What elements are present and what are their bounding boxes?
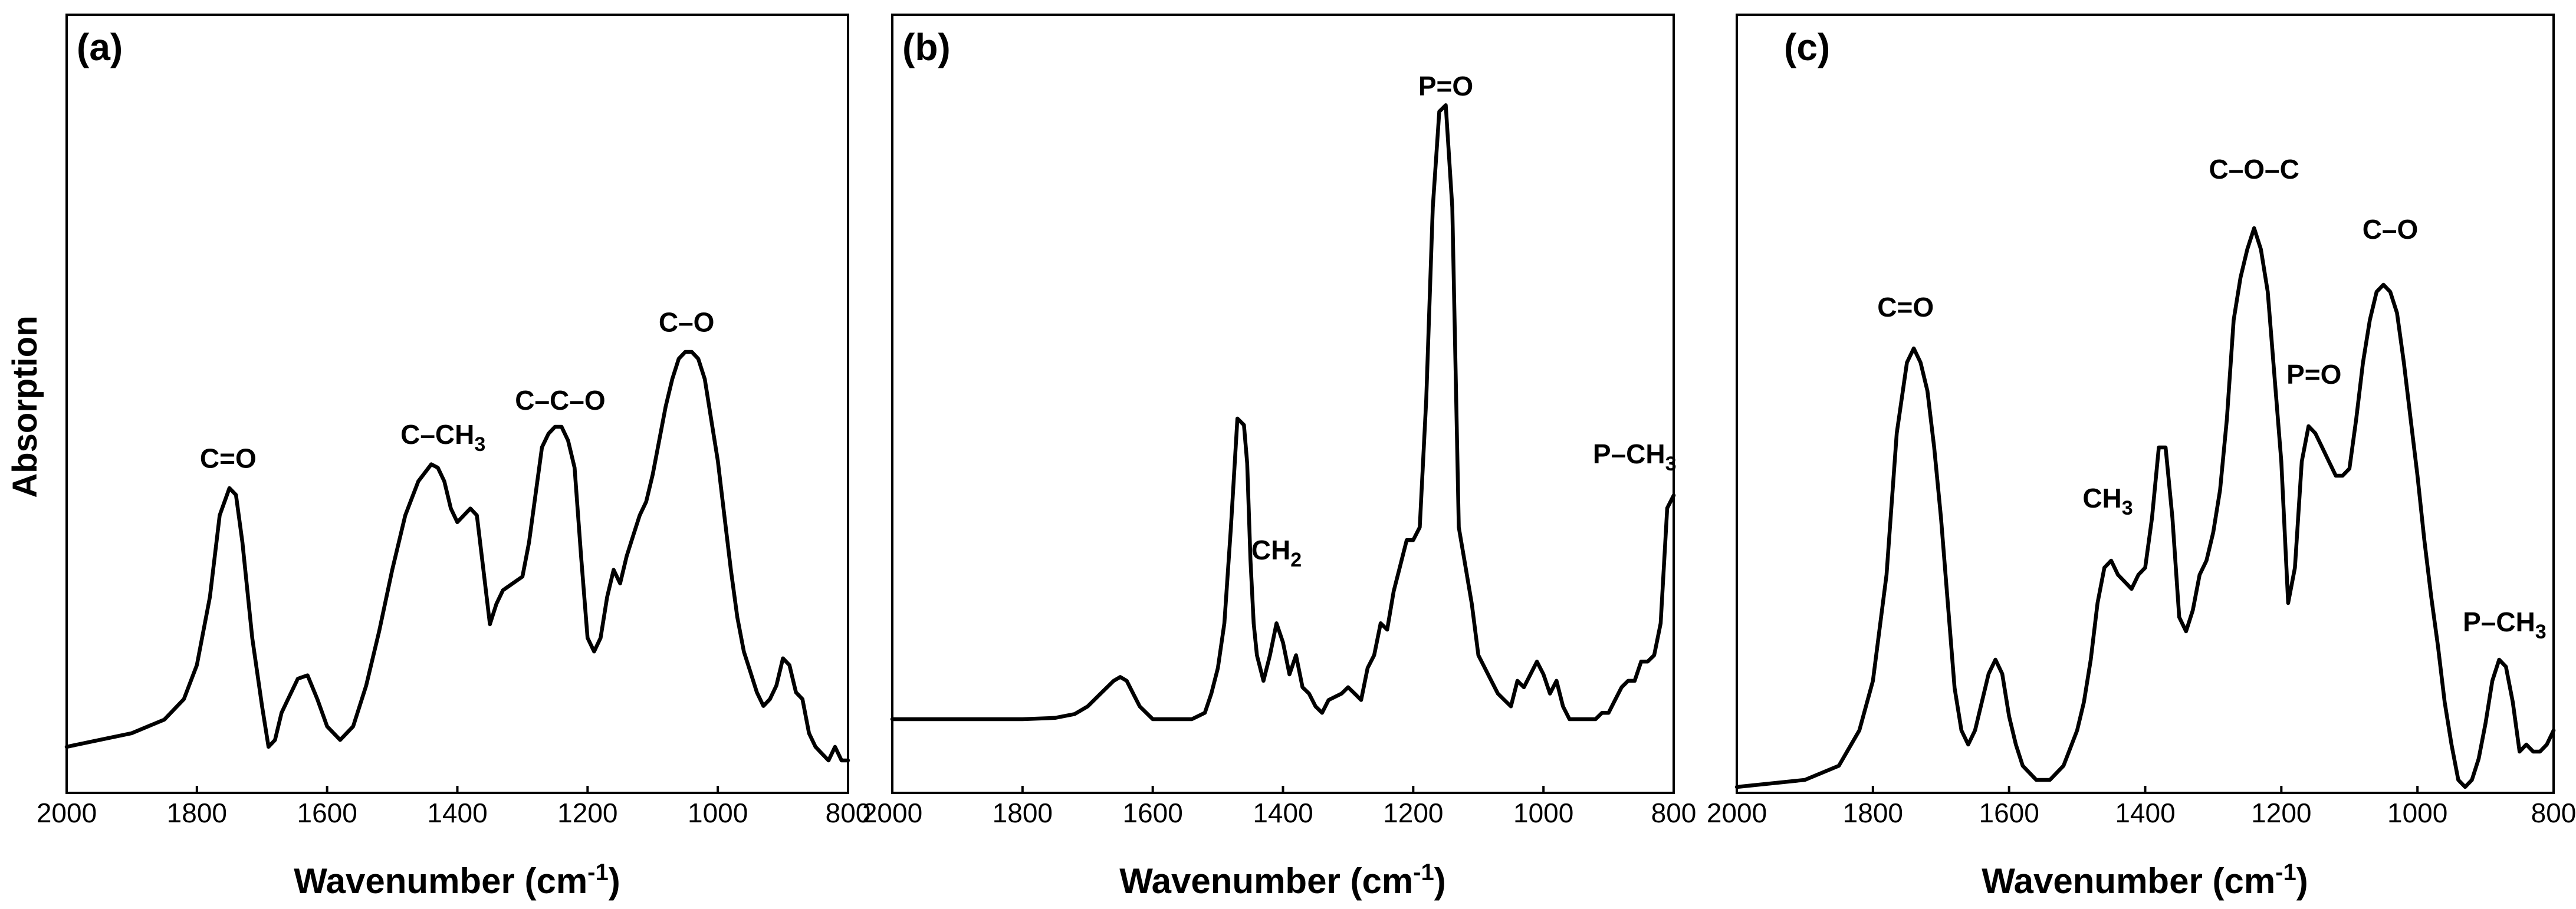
- x-axis-label-sup: -1: [1413, 859, 1434, 885]
- x-tick-label: 1800: [993, 798, 1053, 828]
- peak-label-sub: 3: [474, 433, 485, 456]
- y-axis-label: Absorption: [6, 315, 44, 498]
- plot-frame: [65, 14, 849, 794]
- x-axis-label-main: Wavenumber (cm: [1119, 861, 1413, 901]
- x-tick-label: 1600: [297, 798, 357, 828]
- peak-label: CH2: [1251, 535, 1302, 571]
- plot-frame: [1736, 14, 2555, 794]
- x-tick-label: 1000: [2387, 798, 2447, 828]
- x-tick-label: 1200: [1383, 798, 1443, 828]
- x-tick-label: 2000: [1707, 798, 1767, 828]
- peak-label-sub: 3: [1665, 453, 1677, 475]
- x-axis-ticks: 2000 1800 1600 1400 1200 1000 800: [1707, 786, 2576, 828]
- x-tick-label: 1000: [1513, 798, 1573, 828]
- panel-a: (a) 2000 1800 1600 1400 1200 1000 800 C=O C–CH3…: [37, 14, 871, 901]
- peak-label: C=O: [200, 443, 257, 473]
- x-tick-label: 1800: [1843, 798, 1903, 828]
- plot-frame: [891, 14, 1675, 794]
- peak-label: C–O–C: [2209, 154, 2299, 185]
- peak-label: C=O: [1877, 292, 1934, 322]
- x-tick-label: 1000: [688, 798, 748, 828]
- x-axis-label-sup: -1: [2275, 859, 2296, 885]
- peak-label-main: P–CH: [2463, 607, 2535, 637]
- peak-label-sub: 3: [2122, 497, 2133, 519]
- x-tick-label: 800: [826, 798, 871, 828]
- panel-b: (b) 2000 1800 1600 1400 1200 1000 800 CH2 P=O P–…: [862, 14, 1697, 901]
- x-axis-label-end: ): [609, 861, 620, 901]
- panel-label: (b): [902, 26, 951, 68]
- x-axis-label-sup: -1: [587, 859, 609, 885]
- peak-label: CH3: [2082, 483, 2133, 519]
- peak-label-main: C–O: [2363, 214, 2419, 245]
- peak-annotations: CH2 P=O P–CH3: [1251, 71, 1677, 571]
- x-axis-label: Wavenumber (cm-1): [1982, 859, 2308, 901]
- x-tick-label: 1200: [557, 798, 617, 828]
- peak-label-main: C–O–C: [2209, 154, 2299, 185]
- x-tick-label: 1400: [427, 798, 487, 828]
- panel-c: (c) 2000 1800 1600 1400 1200 1000 800 C=OCH3C–…: [1707, 14, 2576, 901]
- panel-label: (c): [1784, 26, 1830, 68]
- peak-label: P=O: [2286, 359, 2341, 390]
- x-axis-ticks: 2000 1800 1600 1400 1200 1000 800: [37, 786, 871, 828]
- peak-label-main: C=O: [200, 443, 257, 473]
- peak-label: C–O: [659, 307, 715, 337]
- peak-label: P–CH3: [2463, 607, 2547, 643]
- peak-label-main: CH: [2082, 483, 2121, 513]
- x-tick-label: 2000: [862, 798, 922, 828]
- peak-label: C–O: [2363, 214, 2419, 245]
- peak-label-sub: 2: [1290, 549, 1302, 571]
- x-axis-label-end: ): [2296, 861, 2308, 901]
- x-axis-label-main: Wavenumber (cm: [294, 861, 587, 901]
- peak-label-main: C–O: [659, 307, 715, 337]
- x-axis-label-main: Wavenumber (cm: [1982, 861, 2275, 901]
- x-tick-label: 800: [1651, 798, 1697, 828]
- x-tick-label: 2000: [37, 798, 97, 828]
- x-tick-label: 1800: [167, 798, 227, 828]
- peak-label-main: C=O: [1877, 292, 1934, 322]
- x-tick-label: 1200: [2251, 798, 2311, 828]
- peak-label-sub: 3: [2535, 621, 2547, 643]
- peak-label: C–CH3: [400, 419, 485, 456]
- peak-label: P–CH3: [1593, 439, 1677, 475]
- x-tick-label: 1600: [1122, 798, 1182, 828]
- peak-label: P=O: [1418, 71, 1473, 101]
- peak-annotations: C=O C–CH3 C–C–O C–O: [200, 307, 715, 473]
- peak-label: C–C–O: [515, 385, 605, 416]
- x-tick-label: 1400: [1253, 798, 1313, 828]
- peak-label-main: C–C–O: [515, 385, 605, 416]
- x-tick-label: 800: [2531, 798, 2576, 828]
- spectrum-line-(c): [1734, 226, 2556, 789]
- x-axis-label-end: ): [1434, 861, 1446, 901]
- x-tick-label: 1600: [1979, 798, 2039, 828]
- peak-label-main: P=O: [1418, 71, 1473, 101]
- spectrum-line-(a): [64, 350, 850, 763]
- panel-label: (a): [77, 26, 123, 68]
- peak-label-main: P–CH: [1593, 439, 1665, 469]
- peak-label-main: CH: [1251, 535, 1290, 565]
- peak-label-main: P=O: [2286, 359, 2341, 390]
- spectrum-line-(b): [890, 103, 1676, 722]
- x-axis-ticks: 2000 1800 1600 1400 1200 1000 800: [862, 786, 1697, 828]
- peak-label-main: C–CH: [400, 419, 474, 450]
- x-tick-label: 1400: [2115, 798, 2175, 828]
- x-axis-label: Wavenumber (cm-1): [1119, 859, 1445, 901]
- x-axis-label: Wavenumber (cm-1): [294, 859, 620, 901]
